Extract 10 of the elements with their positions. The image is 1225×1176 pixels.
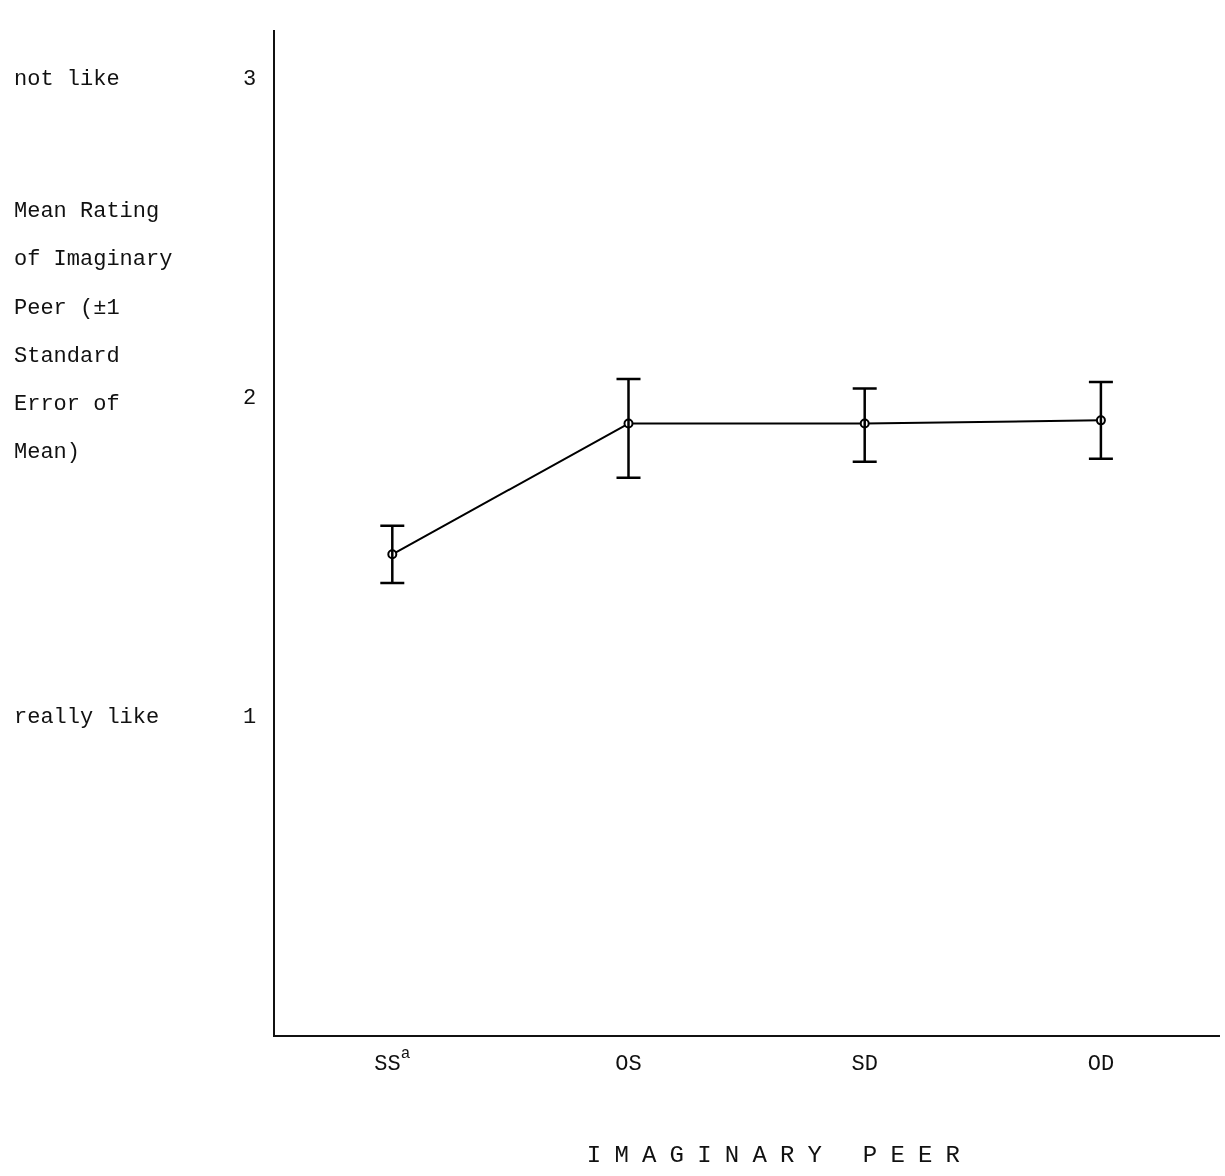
x-tick-label: SD (851, 1051, 878, 1077)
y-axis-title: Mean Rating of Imaginary Peer (±1 Standard Error of Mean) (14, 198, 174, 468)
y-tick-label: 3 (243, 66, 257, 92)
text: really like (14, 704, 160, 730)
text: not like (14, 66, 120, 92)
x-tick-label: OD (1087, 1051, 1115, 1077)
y-tick-label: 2 (243, 385, 257, 411)
x-axis-title: IMAGINARY PEER (585, 1142, 975, 1169)
y-tick-label: 1 (243, 704, 257, 730)
x-tick-label: OS (615, 1051, 642, 1077)
